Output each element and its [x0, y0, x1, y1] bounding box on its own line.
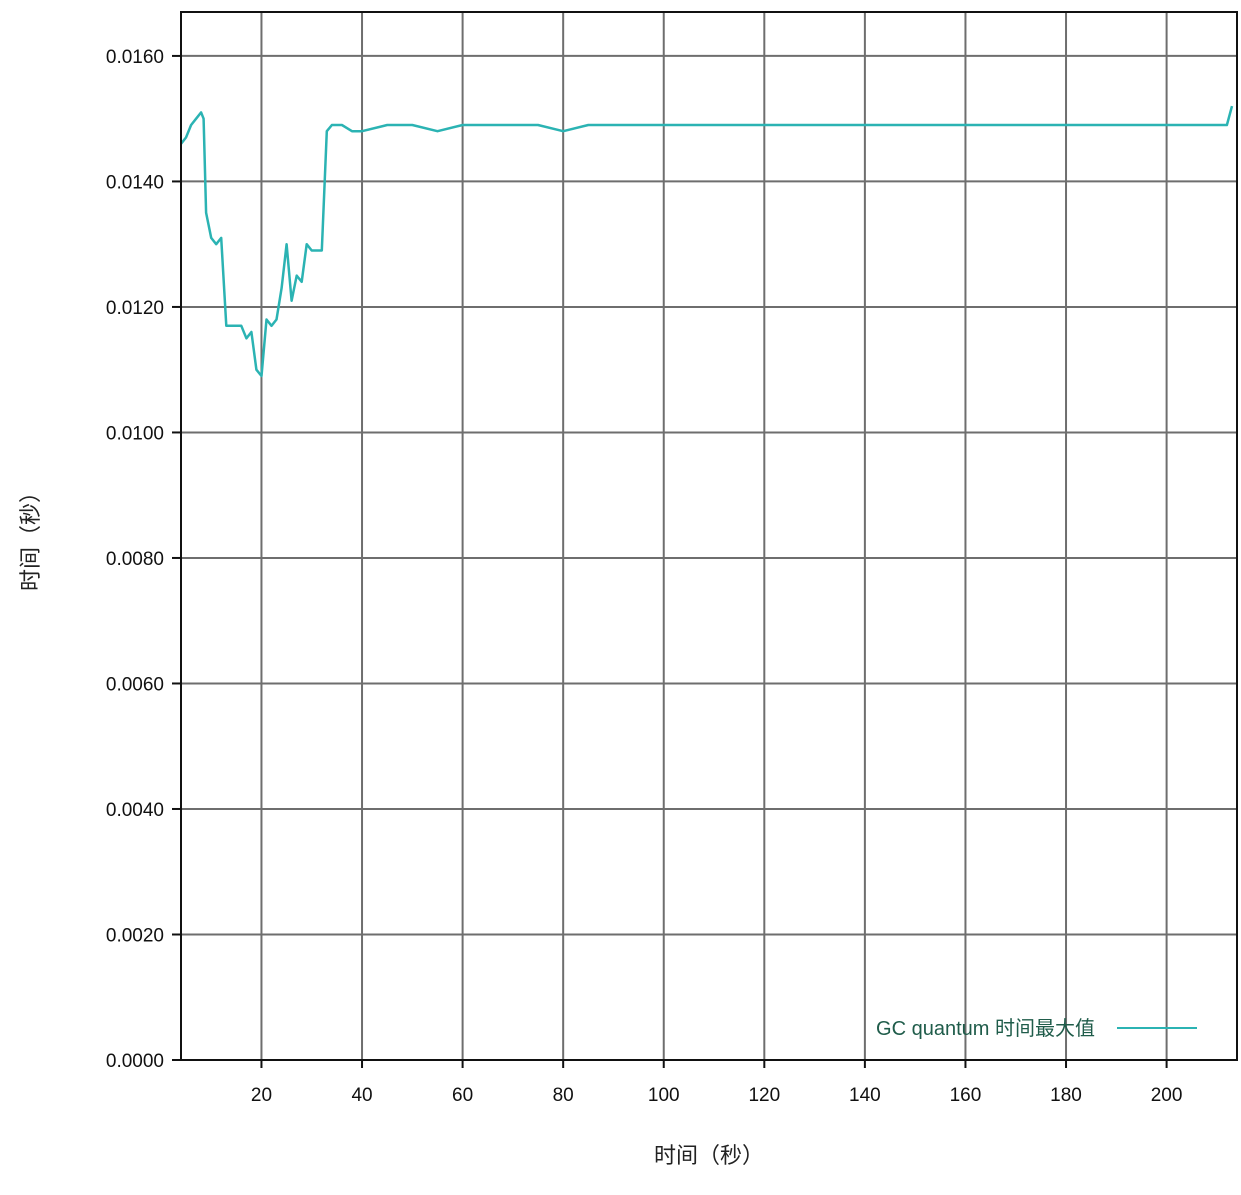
- series-layer: [180, 105, 1234, 378]
- y-tick-label: 0.0160: [106, 47, 164, 68]
- x-tick-label: 40: [351, 1085, 372, 1106]
- x-axis-title: 时间（秒）: [654, 1144, 764, 1169]
- y-tick-label: 0.0040: [106, 800, 164, 821]
- legend: GC quantum 时间最大值: [876, 1017, 1197, 1040]
- series-line: [180, 105, 1234, 378]
- x-tick-label: 60: [452, 1085, 473, 1106]
- x-tick-label: 160: [950, 1085, 982, 1106]
- y-tick-label: 0.0140: [106, 172, 164, 193]
- y-tick-label: 0.0080: [106, 549, 164, 570]
- y-tick-label: 0.0020: [106, 925, 164, 946]
- x-tick-label: 100: [648, 1085, 680, 1106]
- y-axis: 0.0000 0.0020 0.0040 0.0060 0.0080 0.0100 0.01…: [106, 47, 181, 1072]
- x-tick-label: 80: [553, 1085, 574, 1106]
- y-tick-label: 0.0120: [106, 298, 164, 319]
- y-axis-title: 时间（秒）: [19, 481, 44, 591]
- grid: [181, 12, 1237, 1060]
- x-tick-label: 200: [1151, 1085, 1183, 1106]
- y-tick-label: 0.0060: [106, 674, 164, 695]
- x-tick-label: 120: [748, 1085, 780, 1106]
- x-tick-label: 140: [849, 1085, 881, 1106]
- x-axis: 20 40 60 80 100 120 140 160 180 200: [251, 1060, 1183, 1106]
- plot-frame: [180, 11, 1238, 1061]
- legend-label: GC quantum 时间最大值: [876, 1017, 1095, 1040]
- y-tick-label: 0.0000: [106, 1051, 164, 1072]
- y-tick-label: 0.0100: [106, 423, 164, 444]
- x-tick-label: 20: [251, 1085, 272, 1106]
- x-tick-label: 180: [1050, 1085, 1082, 1106]
